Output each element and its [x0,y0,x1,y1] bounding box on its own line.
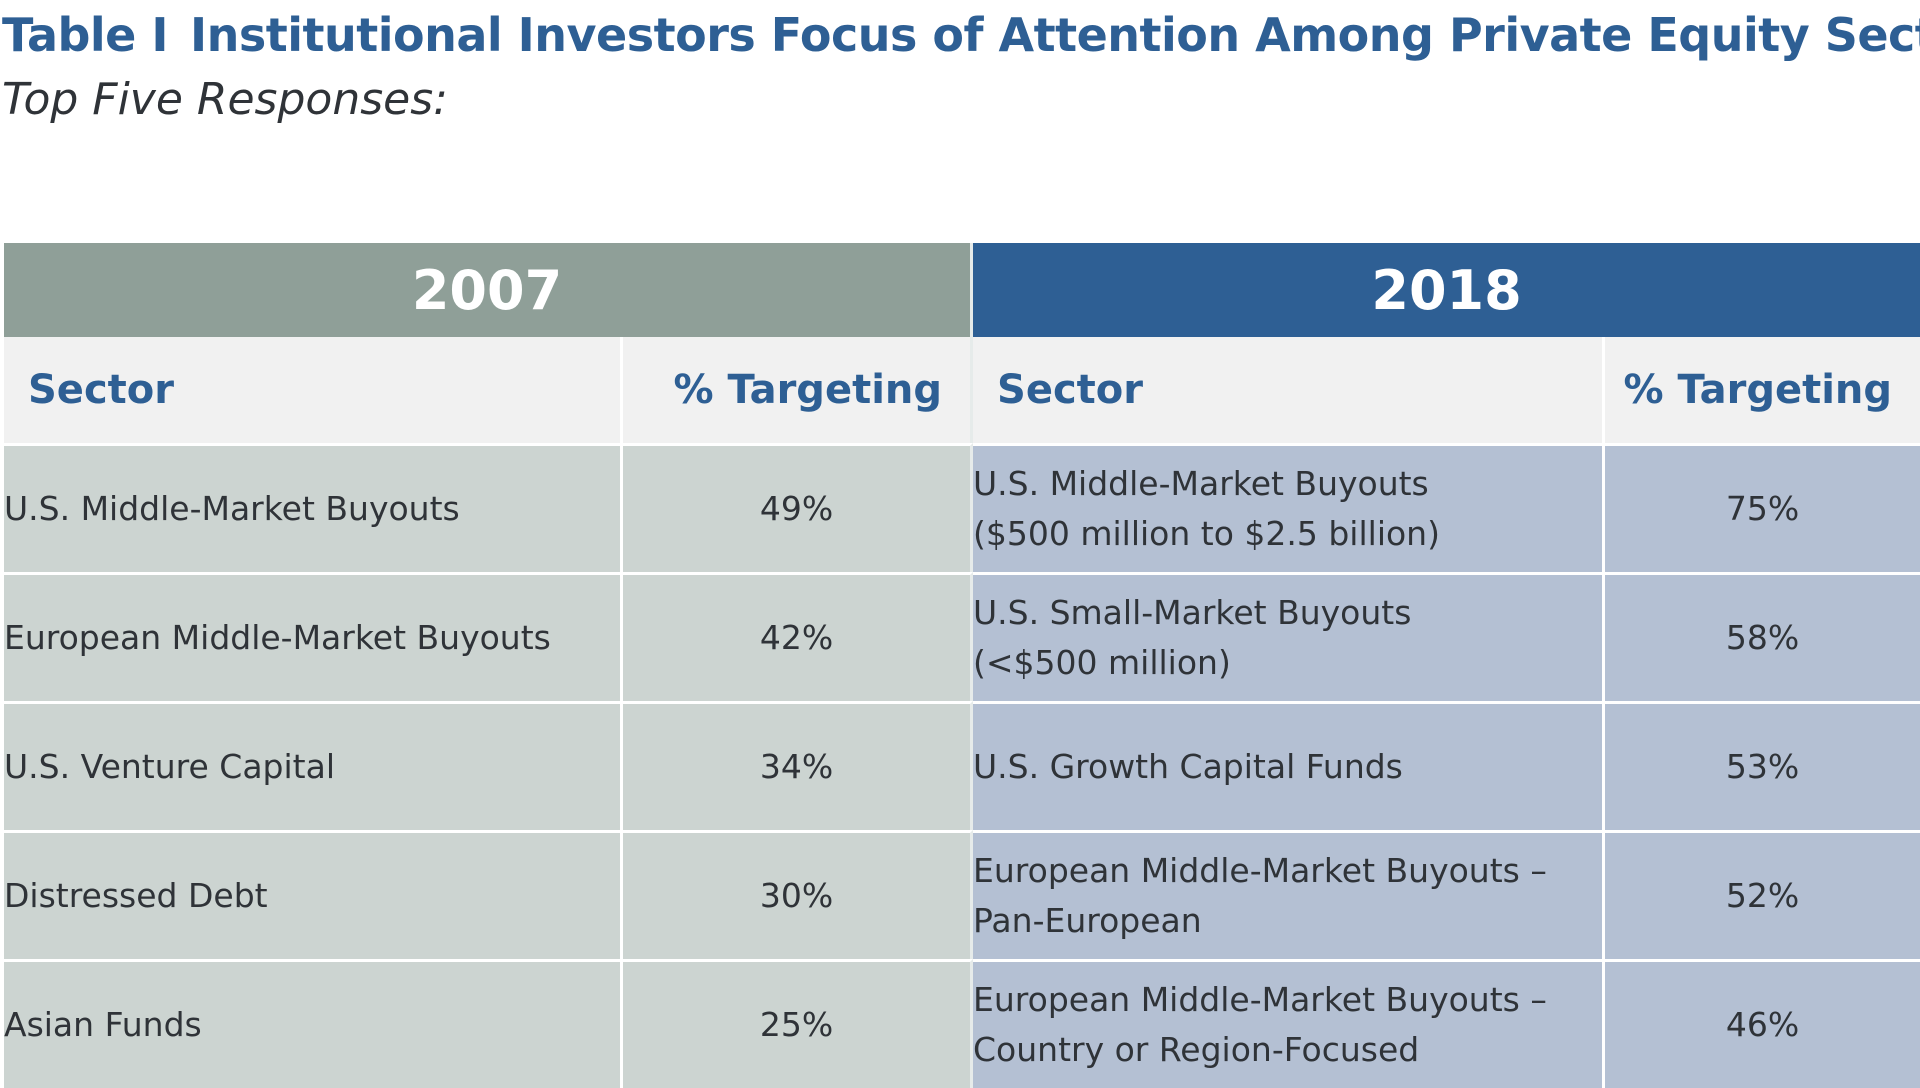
sector-2018-line-2: Pan-European [973,901,1202,940]
sector-2018-line-1: European Middle-Market Buyouts – [973,980,1547,1019]
table-row: European Middle-Market Buyouts 42% U.S. … [4,572,1920,701]
targeting-2007-cell: 42% [623,572,974,701]
column-header-sector-2007: Sector [4,337,623,443]
column-header-row: Sector % Targeting Sector % Targeting [4,337,1920,443]
column-header-sector-2018: Sector [973,337,1606,443]
sector-2018-line-1: European Middle-Market Buyouts – [973,851,1547,890]
table-row: U.S. Venture Capital 34% U.S. Growth Cap… [4,701,1920,830]
targeting-2007-cell: 34% [623,701,974,830]
targeting-2007-cell: 25% [623,959,974,1088]
sector-2018-cell: European Middle-Market Buyouts – Country … [973,959,1606,1088]
sector-table: 2007 2018 Sector % Targeting Sector % Ta… [4,243,1920,1088]
targeting-2007-cell: 49% [623,443,974,572]
year-header-2007: 2007 [4,243,974,337]
targeting-2018-cell: 75% [1605,443,1920,572]
table-label: Table I [2,8,169,62]
table-row: Distressed Debt 30% European Middle-Mark… [4,830,1920,959]
sector-2018-line-2: ($500 million to $2.5 billion) [973,514,1440,553]
sector-2018-cell: U.S. Middle-Market Buyouts ($500 million … [973,443,1606,572]
sector-2007-cell: Distressed Debt [4,830,623,959]
column-header-targeting-2007: % Targeting [623,337,974,443]
sector-2007-cell: European Middle-Market Buyouts [4,572,623,701]
table-row: U.S. Middle-Market Buyouts 49% U.S. Midd… [4,443,1920,572]
table-title-text: Institutional Investors Focus of Attenti… [190,8,1920,62]
targeting-2007-cell: 30% [623,830,974,959]
table-title: Table I Institutional Investors Focus of … [2,8,1920,62]
sector-2018-line-2: Country or Region-Focused [973,1030,1420,1069]
sector-2018-line-1: U.S. Growth Capital Funds [973,747,1403,786]
table-row: Asian Funds 25% European Middle-Market B… [4,959,1920,1088]
targeting-2018-cell: 53% [1605,701,1920,830]
sector-2018-line-2: (<$500 million) [973,643,1231,682]
sector-2018-line-1: U.S. Middle-Market Buyouts [973,464,1429,503]
sector-2018-cell: European Middle-Market Buyouts – Pan-Euro… [973,830,1606,959]
table-subtitle: Top Five Responses: [2,74,448,125]
column-header-targeting-2018: % Targeting [1605,337,1920,443]
targeting-2018-cell: 58% [1605,572,1920,701]
sector-2018-line-1: U.S. Small-Market Buyouts [973,593,1412,632]
sector-2007-cell: U.S. Middle-Market Buyouts [4,443,623,572]
year-header-2018: 2018 [973,243,1920,337]
sector-2018-cell: U.S. Growth Capital Funds [973,701,1606,830]
sector-2007-cell: U.S. Venture Capital [4,701,623,830]
year-header-row: 2007 2018 [4,243,1920,337]
targeting-2018-cell: 46% [1605,959,1920,1088]
sector-2018-cell: U.S. Small-Market Buyouts (<$500 million) [973,572,1606,701]
sector-2007-cell: Asian Funds [4,959,623,1088]
targeting-2018-cell: 52% [1605,830,1920,959]
